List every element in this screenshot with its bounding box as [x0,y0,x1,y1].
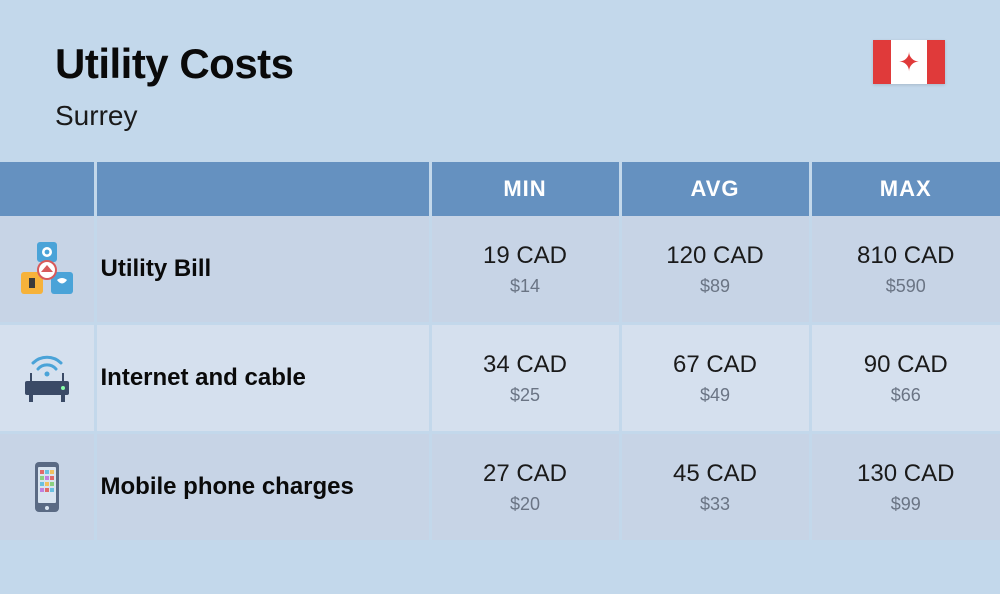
router-icon [0,324,95,433]
value-cad: 67 CAD [632,351,799,379]
value-usd: $99 [822,494,991,515]
table-row: Internet and cable 34 CAD $25 67 CAD $49… [0,324,1000,433]
value-cad: 90 CAD [822,351,991,379]
value-usd: $590 [822,276,991,297]
value-usd: $25 [442,385,609,406]
value-usd: $33 [632,494,799,515]
value-cad: 810 CAD [822,242,991,270]
canada-flag-icon: ✦ [873,40,945,84]
costs-table: MIN AVG MAX Utility Bill [0,162,1000,543]
value-usd: $14 [442,276,609,297]
row-label: Internet and cable [95,324,430,433]
cell-min: 27 CAD $20 [430,433,620,542]
page-title: Utility Costs [55,40,294,88]
col-min: MIN [430,162,620,216]
row-label: Utility Bill [95,216,430,324]
utility-icon [0,216,95,324]
value-cad: 19 CAD [442,242,609,270]
value-cad: 130 CAD [822,460,991,488]
header: Utility Costs Surrey ✦ [0,0,1000,162]
page-subtitle: Surrey [55,100,294,132]
col-avg: AVG [620,162,810,216]
value-cad: 34 CAD [442,351,609,379]
value-cad: 45 CAD [632,460,799,488]
cell-max: 130 CAD $99 [810,433,1000,542]
value-cad: 27 CAD [442,460,609,488]
col-max: MAX [810,162,1000,216]
cell-avg: 45 CAD $33 [620,433,810,542]
row-label: Mobile phone charges [95,433,430,542]
cell-avg: 120 CAD $89 [620,216,810,324]
col-label [95,162,430,216]
value-usd: $89 [632,276,799,297]
cell-min: 19 CAD $14 [430,216,620,324]
value-cad: 120 CAD [632,242,799,270]
phone-icon [0,433,95,542]
value-usd: $20 [442,494,609,515]
value-usd: $49 [632,385,799,406]
cell-max: 90 CAD $66 [810,324,1000,433]
table-row: Mobile phone charges 27 CAD $20 45 CAD $… [0,433,1000,542]
cell-max: 810 CAD $590 [810,216,1000,324]
table-row: Utility Bill 19 CAD $14 120 CAD $89 810 … [0,216,1000,324]
table-header-row: MIN AVG MAX [0,162,1000,216]
cell-min: 34 CAD $25 [430,324,620,433]
cell-avg: 67 CAD $49 [620,324,810,433]
value-usd: $66 [822,385,991,406]
title-block: Utility Costs Surrey [55,40,294,132]
col-icon [0,162,95,216]
